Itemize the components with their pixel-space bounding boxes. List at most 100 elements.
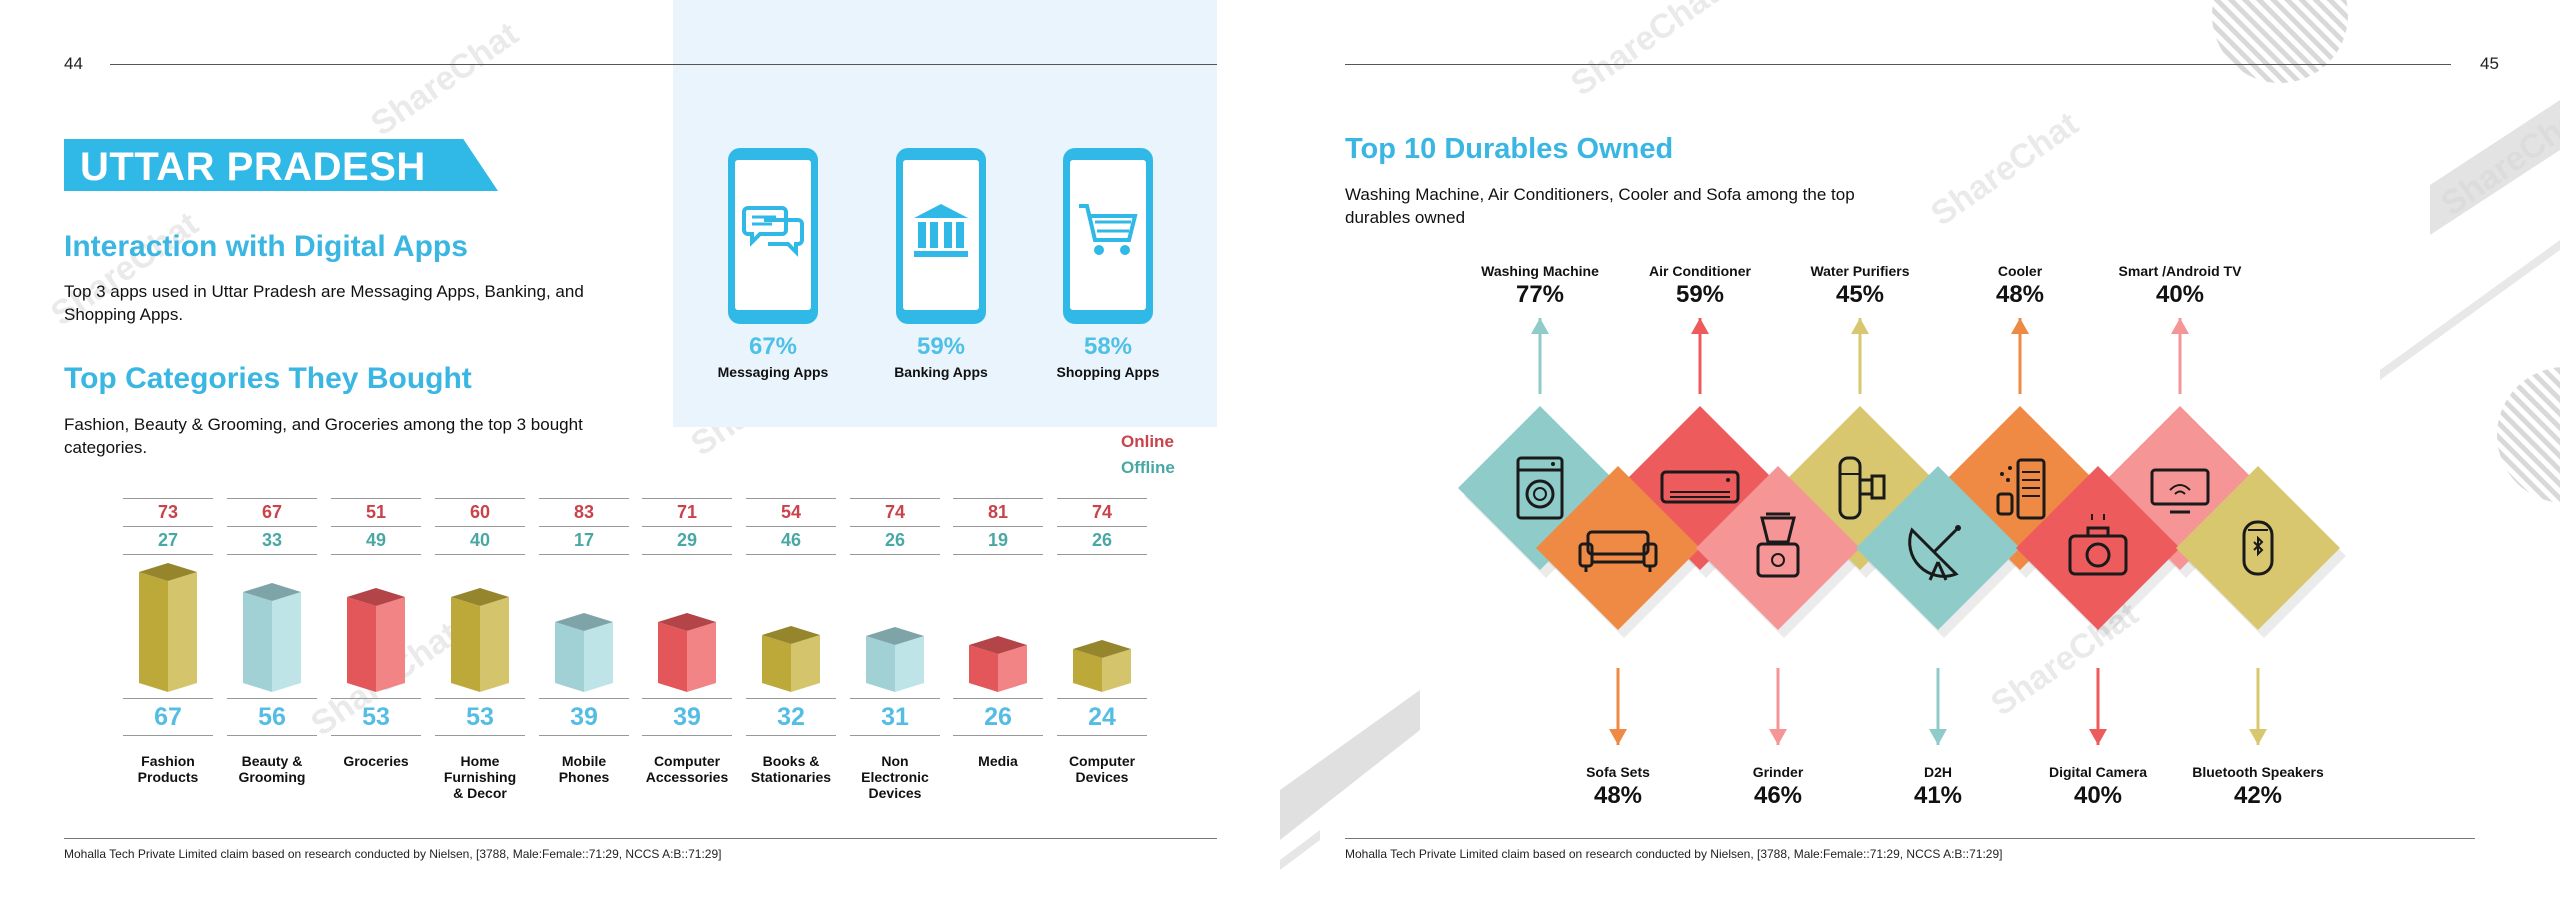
divider (539, 735, 629, 736)
app-label: Banking Apps (894, 364, 988, 380)
divider (953, 698, 1043, 699)
total-value: 32 (777, 703, 805, 731)
divider (539, 526, 629, 527)
category-bar (347, 588, 405, 692)
divider (642, 498, 732, 499)
divider (331, 735, 421, 736)
durable-label: Washing Machine (1481, 263, 1599, 279)
divider (1057, 498, 1147, 499)
durable-percent: 46% (1753, 782, 1803, 809)
divider (850, 554, 940, 555)
arrow-head (1691, 318, 1709, 334)
durable-diamond (1536, 466, 1700, 630)
durables-heading: Top 10 Durables Owned (1345, 133, 1674, 165)
online-value: 74 (1091, 502, 1113, 522)
offline-value: 49 (365, 530, 387, 550)
durable-percent: 42% (2233, 782, 2283, 809)
offline-value: 26 (1091, 530, 1113, 550)
category-column: 51 49 53 Groceries (326, 0, 426, 905)
durable-percent: 40% (2073, 782, 2123, 809)
total-value: 53 (466, 703, 494, 731)
category-bar (139, 563, 197, 692)
arrow-head (1531, 318, 1549, 334)
divider (331, 526, 421, 527)
online-value: 73 (157, 502, 179, 522)
online-value: 83 (573, 502, 595, 522)
total-value: 24 (1088, 703, 1116, 731)
divider (746, 526, 836, 527)
divider (850, 698, 940, 699)
banner-title: UTTAR PRADESH (80, 145, 426, 189)
divider (850, 498, 940, 499)
category-column: 73 27 67 Fashion Products (118, 0, 218, 905)
divider (539, 498, 629, 499)
divider (227, 554, 317, 555)
category-label: Computer Devices (1068, 753, 1136, 785)
divider (435, 526, 525, 527)
footer-rule (64, 838, 1217, 839)
speaker-icon (2242, 520, 2274, 576)
arrow-head (2011, 318, 2029, 334)
arrow-head (2171, 318, 2189, 334)
divider (1057, 526, 1147, 527)
offline-value: 27 (157, 530, 179, 550)
category-bar (866, 627, 924, 692)
app-percent: 58% (1083, 333, 1133, 360)
divider (331, 498, 421, 499)
divider (123, 526, 213, 527)
app-label: Messaging Apps (717, 364, 829, 380)
categories-text: Fashion, Beauty & Grooming, and Grocerie… (64, 415, 583, 457)
arrow-head (1929, 729, 1947, 745)
left-page: ShareChat ShareChat ShareChat ShareChat … (44, 0, 1217, 905)
category-label: Fashion Products (137, 753, 199, 785)
category-bar (762, 626, 820, 692)
offline-value: 29 (676, 530, 698, 550)
category-label: Beauty & Grooming (238, 753, 306, 785)
phone-shopping (1063, 148, 1153, 324)
arrow-head (2249, 729, 2267, 745)
category-label: Non Electronic Devices (861, 753, 929, 801)
footer-note: Mohalla Tech Private Limited claim based… (1345, 847, 2003, 861)
divider (642, 698, 732, 699)
divider (1057, 735, 1147, 736)
divider (539, 554, 629, 555)
total-value: 39 (673, 703, 701, 731)
divider (435, 498, 525, 499)
divider (123, 735, 213, 736)
arrow-head (1851, 318, 1869, 334)
interaction-text: Top 3 apps used in Uttar Pradesh are Mes… (64, 282, 584, 324)
divider (953, 526, 1043, 527)
category-label: Computer Accessories (645, 753, 729, 785)
durable-percent: 59% (1675, 281, 1725, 308)
categories-heading: Top Categories They Bought (64, 362, 472, 395)
durable-label: Water Purifiers (1810, 263, 1910, 279)
tv-icon (2150, 468, 2210, 514)
total-value: 56 (258, 703, 286, 731)
divider (1057, 554, 1147, 555)
online-value: 71 (676, 502, 698, 522)
header-rule (1345, 64, 2451, 65)
durable-percent: 41% (1913, 782, 1963, 809)
durable-diamond (2016, 466, 2180, 630)
offline-value: 40 (469, 530, 491, 550)
category-bar (451, 588, 509, 692)
divider (331, 554, 421, 555)
category-column: 74 26 24 Computer Devices (1052, 0, 1152, 905)
online-value: 51 (365, 502, 387, 522)
arrow-head (2089, 729, 2107, 745)
divider (953, 735, 1043, 736)
category-bar (1073, 640, 1131, 692)
phone-banking (896, 148, 986, 324)
sofa-icon (1578, 530, 1658, 572)
arrow-head (1609, 729, 1627, 745)
online-value: 81 (987, 502, 1009, 522)
durable-label: Bluetooth Speakers (2192, 764, 2324, 780)
legend-online: Online (1121, 432, 1174, 451)
category-bar (658, 613, 716, 692)
category-label: Books & Stationaries (750, 753, 832, 785)
divider (435, 554, 525, 555)
divider (123, 554, 213, 555)
footer-note: Mohalla Tech Private Limited claim based… (64, 847, 722, 861)
satellite-dish-icon (1908, 525, 1961, 581)
footer-rule (1345, 838, 2475, 839)
